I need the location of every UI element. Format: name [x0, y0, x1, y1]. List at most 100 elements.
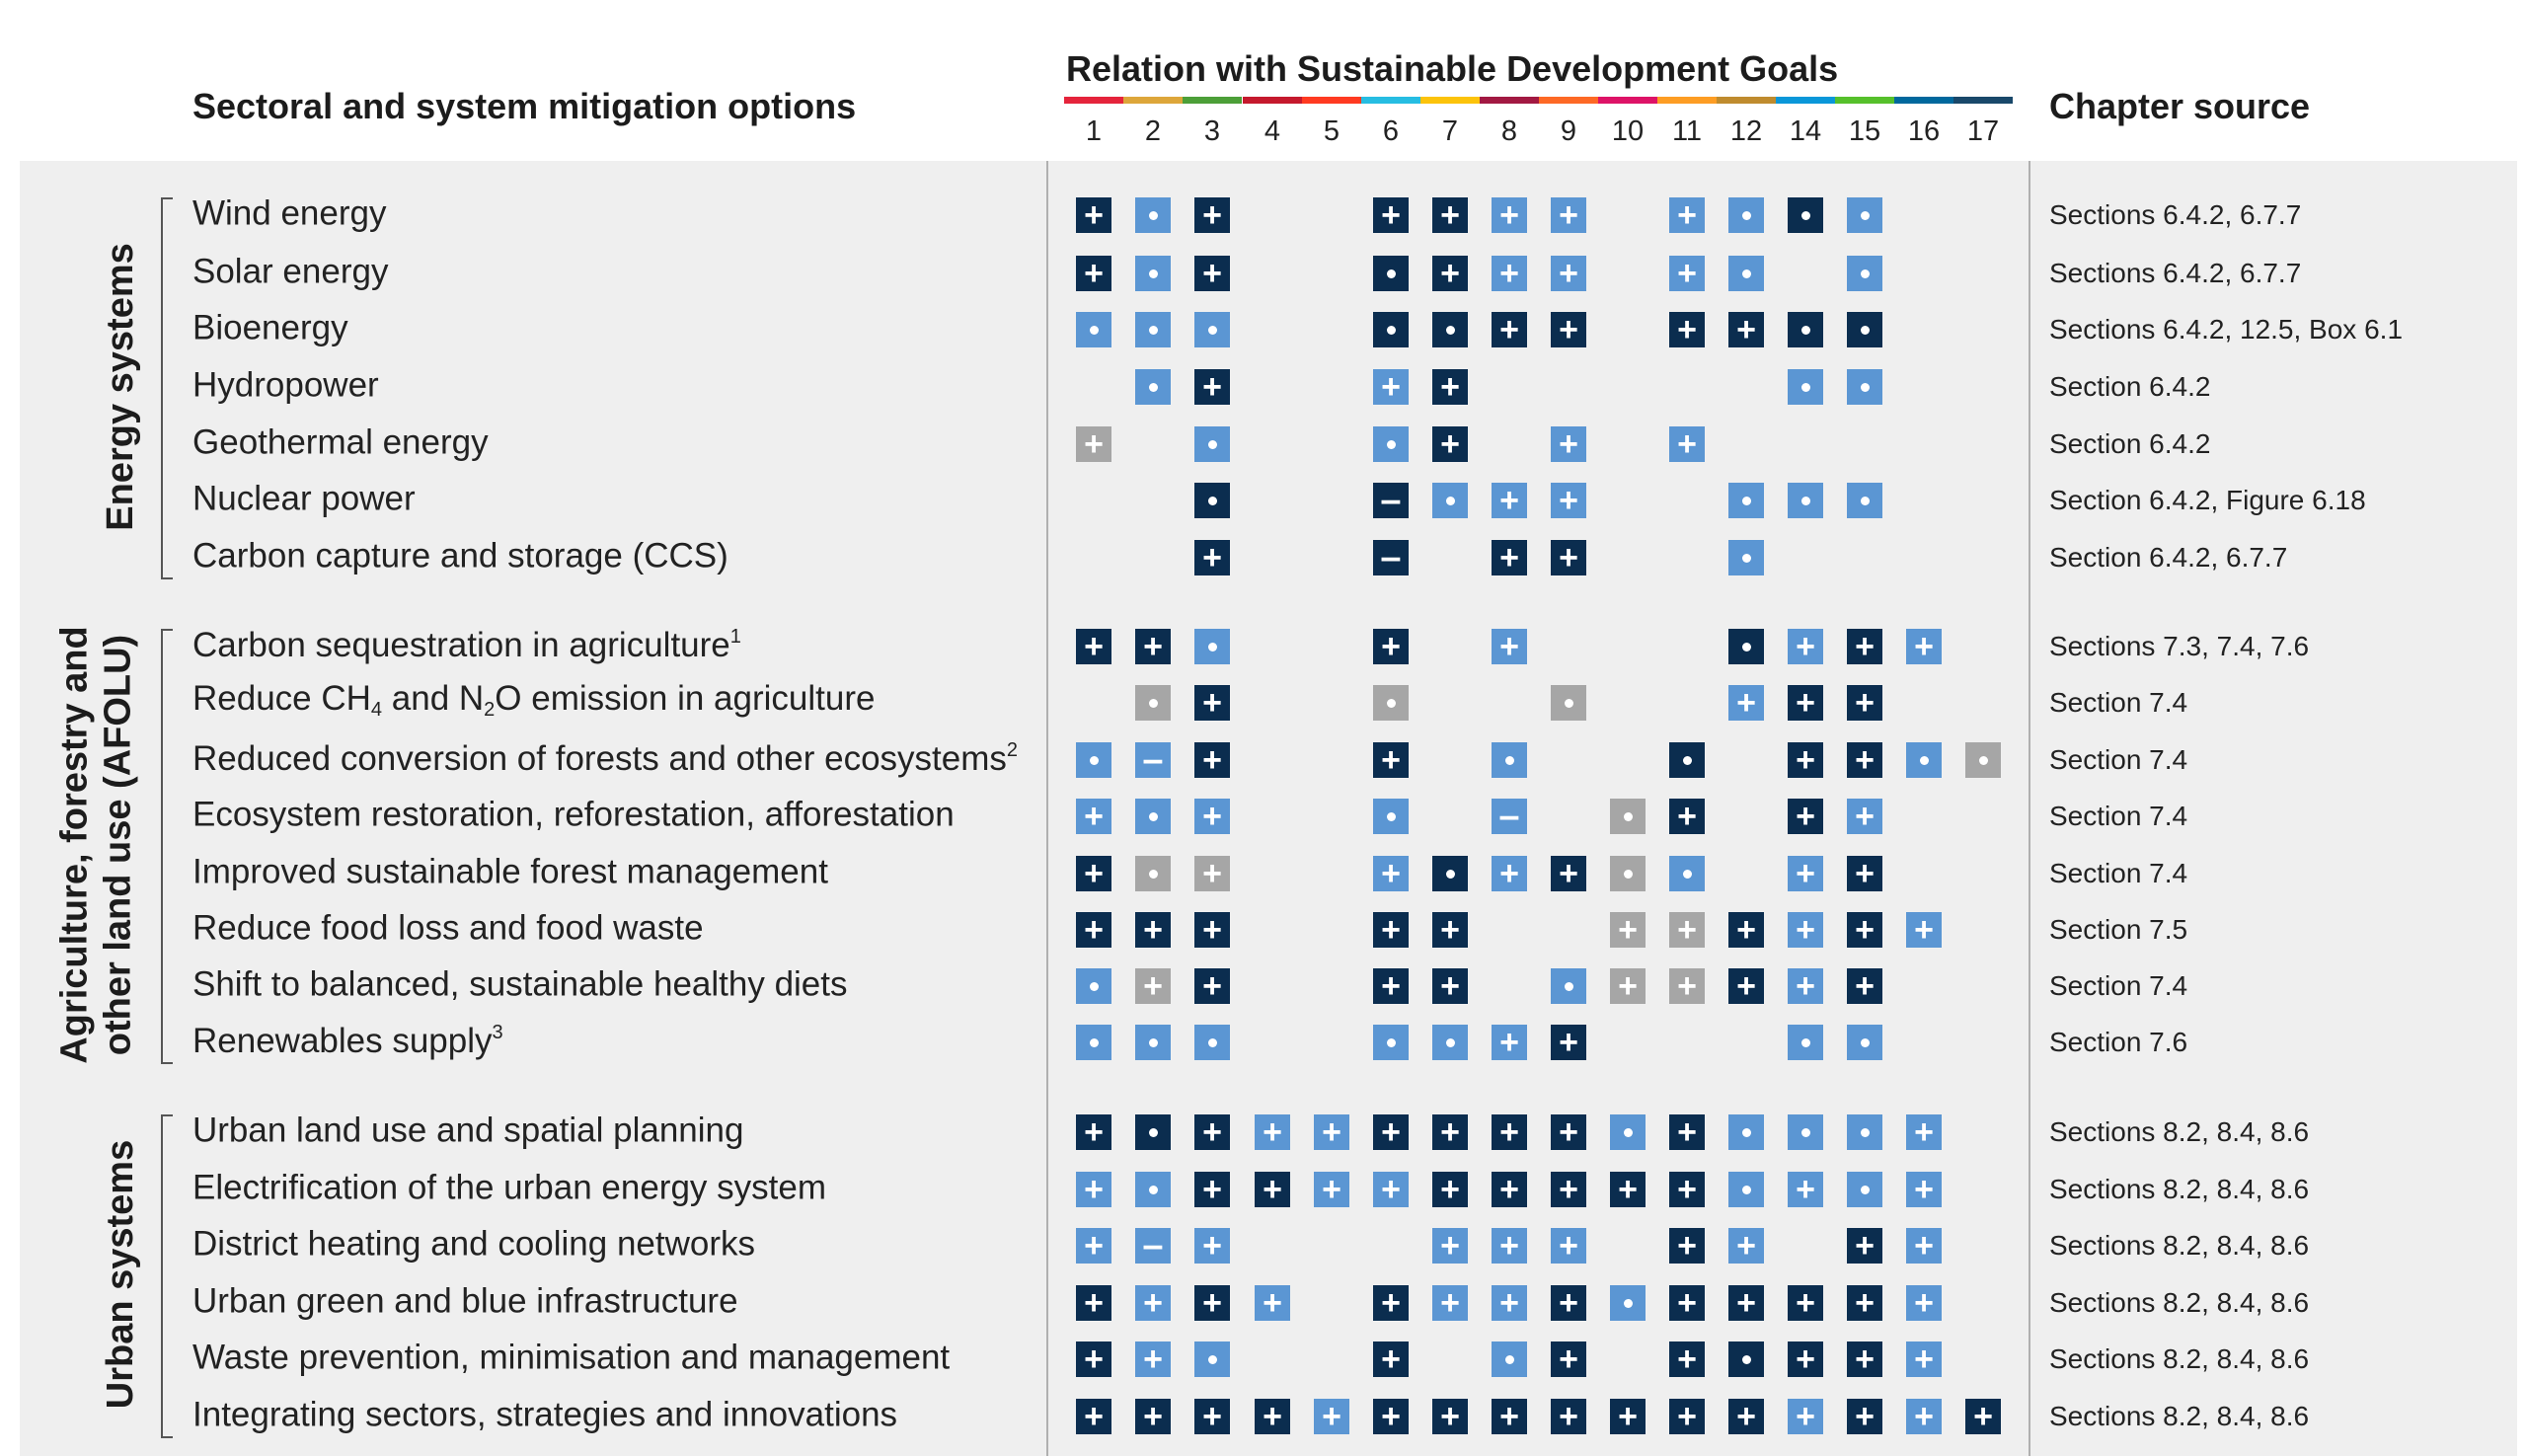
sdg-cell-goal-5-plus: +	[1314, 1399, 1349, 1434]
row-label-text: Renewables supply	[192, 1021, 493, 1060]
subscript: 4	[370, 699, 383, 722]
sdg-cell-goal-3-plus: +	[1194, 1114, 1230, 1150]
sdg-cell-goal-16-plus: +	[1906, 1228, 1942, 1264]
row-label: Geothermal energy	[192, 424, 489, 459]
sdg-cell-goal-1-dot	[1076, 1025, 1111, 1060]
sdg-cell-goal-6-dot	[1373, 426, 1409, 462]
goal-number-8: 8	[1500, 115, 1518, 147]
sdg-cell-goal-11-dot	[1669, 856, 1705, 891]
sdg-cell-goal-16-plus: +	[1906, 1172, 1942, 1207]
row-label-text: District heating and cooling networks	[192, 1224, 756, 1264]
sdg-cell-goal-12-plus: +	[1728, 968, 1764, 1004]
sdg-cell-goal-1-plus: +	[1076, 912, 1111, 948]
goal-color-bar-4	[1243, 97, 1302, 104]
sdg-cell-goal-15-plus: +	[1847, 1399, 1882, 1434]
sdg-cell-goal-1-plus: +	[1076, 256, 1111, 291]
sdg-cell-goal-2-dot	[1135, 1172, 1171, 1207]
sdg-cell-goal-2-minus: –	[1135, 741, 1171, 779]
sdg-cell-goal-8-plus: +	[1492, 483, 1527, 518]
sdg-cell-goal-11-plus: +	[1669, 1285, 1705, 1321]
sdg-cell-goal-7-dot	[1432, 1025, 1468, 1060]
sdg-cell-goal-14-plus: +	[1788, 1172, 1823, 1207]
sdg-cell-goal-11-plus: +	[1669, 1341, 1705, 1377]
sdg-cell-goal-14-dot	[1788, 369, 1823, 405]
sdg-cell-goal-15-plus: +	[1847, 1341, 1882, 1377]
sdg-cell-goal-14-dot	[1788, 483, 1823, 518]
sdg-cell-goal-6-plus: +	[1373, 1285, 1409, 1321]
row-label: Urban land use and spatial planning	[192, 1112, 743, 1147]
sdg-cell-goal-8-minus: –	[1492, 798, 1527, 835]
row-label: District heating and cooling networks	[192, 1226, 755, 1261]
sdg-cell-goal-3-dot	[1194, 1025, 1230, 1060]
sdg-cell-goal-14-dot	[1788, 197, 1823, 233]
row-label-text: Urban green and blue infrastructure	[192, 1281, 738, 1321]
row-label-text: Bioenergy	[192, 308, 348, 347]
sdg-cell-goal-3-plus: +	[1194, 856, 1230, 891]
sdg-cell-goal-11-plus: +	[1669, 1228, 1705, 1264]
sdg-cell-goal-11-plus: +	[1669, 1172, 1705, 1207]
chapter-source: Section 6.4.2, 6.7.7	[2049, 542, 2288, 573]
goal-color-bar-11	[1657, 97, 1717, 104]
sdg-cell-goal-3-plus: +	[1194, 369, 1230, 405]
row-label: Hydropower	[192, 367, 379, 402]
sdg-cell-goal-12-dot	[1728, 1172, 1764, 1207]
goal-number-1: 1	[1085, 115, 1103, 147]
chapter-source: Section 7.6	[2049, 1027, 2188, 1057]
row-label: Ecosystem restoration, reforestation, af…	[192, 797, 955, 831]
sdg-cell-goal-14-dot	[1788, 312, 1823, 347]
sdg-cell-goal-15-dot	[1847, 483, 1882, 518]
sdg-cell-goal-6-minus: –	[1373, 482, 1409, 519]
sdg-cell-goal-1-plus: +	[1076, 1172, 1111, 1207]
sdg-cell-goal-3-plus: +	[1194, 912, 1230, 948]
sdg-cell-goal-8-dot	[1492, 742, 1527, 778]
sdg-cell-goal-11-plus: +	[1669, 1114, 1705, 1150]
sdg-cell-goal-10-dot	[1610, 799, 1646, 834]
sdg-cell-goal-7-plus: +	[1432, 968, 1468, 1004]
sdg-cell-goal-12-dot	[1728, 629, 1764, 664]
sdg-cell-goal-3-plus: +	[1194, 197, 1230, 233]
sdg-cell-goal-9-plus: +	[1551, 1025, 1586, 1060]
chapter-source: Section 7.4	[2049, 687, 2188, 718]
sdg-cell-goal-11-plus: +	[1669, 426, 1705, 462]
sdg-cell-goal-10-dot	[1610, 1285, 1646, 1321]
row-label-text: Urban land use and spatial planning	[192, 1111, 744, 1150]
subscript: 2	[484, 699, 496, 722]
chapter-source: Sections 6.4.2, 6.7.7	[2049, 258, 2302, 288]
sdg-cell-goal-6-dot	[1373, 1025, 1409, 1060]
sdg-cell-goal-7-dot	[1432, 312, 1468, 347]
sdg-cell-goal-1-dot	[1076, 742, 1111, 778]
goal-color-bar-12	[1717, 97, 1776, 104]
sdg-cell-goal-8-plus: +	[1492, 1399, 1527, 1434]
sdg-cell-goal-6-dot	[1373, 256, 1409, 291]
sdg-cell-goal-8-plus: +	[1492, 1025, 1527, 1060]
footnote-marker: 2	[1006, 738, 1019, 761]
sdg-cell-goal-17-dot	[1965, 742, 2001, 778]
sdg-cell-goal-1-plus: +	[1076, 1285, 1111, 1321]
sdg-cell-goal-11-plus: +	[1669, 968, 1705, 1004]
sdg-cell-goal-10-dot	[1610, 856, 1646, 891]
sdg-cell-goal-2-dot	[1135, 1114, 1171, 1150]
chapter-source: Section 6.4.2	[2049, 428, 2211, 459]
group-bracket	[161, 197, 173, 579]
chapter-source: Sections 8.2, 8.4, 8.6	[2049, 1401, 2310, 1431]
row-label-text: Hydropower	[192, 365, 379, 405]
sdg-cell-goal-14-plus: +	[1788, 1285, 1823, 1321]
sdg-cell-goal-3-plus: +	[1194, 799, 1230, 834]
sdg-cell-goal-3-dot	[1194, 483, 1230, 518]
sdg-cell-goal-6-minus: –	[1373, 539, 1409, 576]
sdg-cell-goal-6-plus: +	[1373, 369, 1409, 405]
sdg-cell-goal-14-plus: +	[1788, 1341, 1823, 1377]
sdg-cell-goal-5-plus: +	[1314, 1114, 1349, 1150]
chapter-source: Section 7.4	[2049, 801, 2188, 831]
sdg-cell-goal-14-plus: +	[1788, 968, 1823, 1004]
sdg-cell-goal-8-plus: +	[1492, 629, 1527, 664]
row-label: Renewables supply3	[192, 1023, 503, 1058]
chapter-source: Sections 8.2, 8.4, 8.6	[2049, 1230, 2310, 1261]
sdg-cell-goal-2-dot	[1135, 256, 1171, 291]
goal-number-11: 11	[1671, 115, 1703, 147]
sdg-cell-goal-3-dot	[1194, 629, 1230, 664]
row-label: Waste prevention, minimisation and manag…	[192, 1340, 950, 1374]
goal-color-bar-5	[1302, 97, 1361, 104]
sdg-cell-goal-15-plus: +	[1847, 685, 1882, 721]
row-label: Wind energy	[192, 195, 386, 230]
